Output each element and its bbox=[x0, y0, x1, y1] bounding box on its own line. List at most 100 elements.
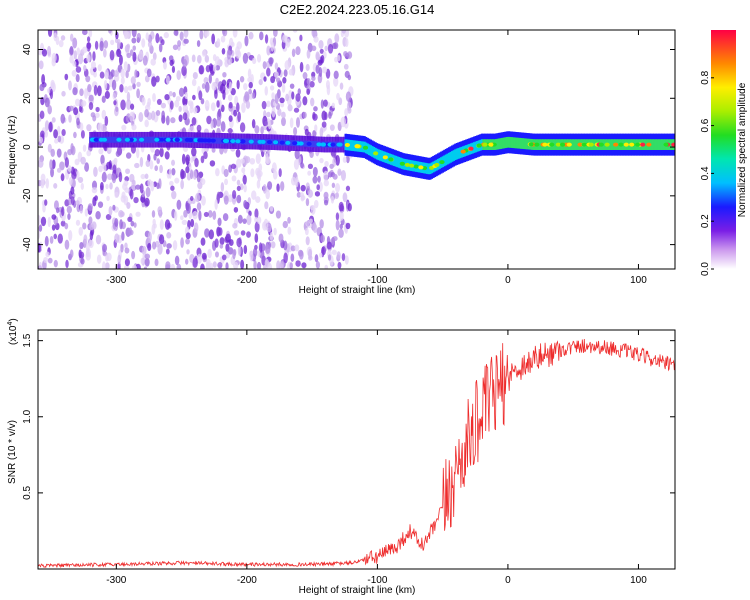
ridge-core bbox=[515, 137, 518, 149]
ridge-hotspot bbox=[330, 142, 336, 147]
noise-speck bbox=[280, 101, 285, 108]
noise-speck bbox=[347, 51, 353, 59]
ridge-core bbox=[610, 139, 614, 150]
ridge-core bbox=[446, 153, 449, 165]
noise-speck bbox=[284, 60, 291, 71]
noise-speck bbox=[70, 196, 75, 206]
noise-speck bbox=[77, 176, 84, 184]
ridge-hotspot bbox=[188, 137, 194, 142]
noise-speck bbox=[319, 127, 324, 138]
colorbar-label: Normalized spectral amplitude bbox=[737, 82, 748, 217]
noise-speck bbox=[51, 117, 56, 123]
noise-speck bbox=[47, 30, 53, 38]
noise-speck bbox=[294, 149, 300, 160]
noise-speck bbox=[159, 164, 163, 174]
noise-speck bbox=[144, 75, 150, 83]
noise-speck bbox=[87, 83, 92, 93]
noise-speck bbox=[125, 70, 129, 79]
ridge-hotspot bbox=[476, 143, 482, 148]
ridge-hotspot bbox=[98, 137, 104, 142]
noise-speck bbox=[245, 100, 251, 109]
noise-speck bbox=[232, 261, 239, 269]
noise-speck bbox=[264, 120, 269, 126]
noise-speck bbox=[145, 32, 149, 41]
noise-speck bbox=[57, 125, 61, 136]
noise-speck bbox=[64, 157, 69, 168]
noise-speck bbox=[126, 52, 132, 59]
noise-speck bbox=[74, 158, 80, 166]
ridge-core bbox=[147, 136, 150, 143]
noise-speck bbox=[111, 79, 117, 91]
noise-speck bbox=[71, 69, 77, 77]
noise-speck bbox=[156, 182, 160, 190]
ridge-hotspot bbox=[618, 142, 624, 147]
ridge-core bbox=[112, 136, 116, 143]
noise-speck bbox=[55, 207, 60, 214]
ridge-core bbox=[609, 139, 612, 150]
noise-speck bbox=[68, 230, 73, 241]
noise-speck bbox=[110, 39, 115, 46]
noise-speck bbox=[223, 168, 229, 178]
noise-speck bbox=[258, 79, 263, 86]
ridge-core bbox=[247, 138, 250, 145]
noise-speck bbox=[197, 54, 202, 64]
noise-speck bbox=[243, 199, 248, 209]
noise-speck bbox=[307, 170, 312, 176]
noise-speck bbox=[49, 159, 53, 170]
noise-speck bbox=[244, 91, 250, 103]
noise-speck bbox=[338, 201, 344, 212]
noise-speck bbox=[163, 32, 169, 39]
noise-speck bbox=[215, 117, 222, 127]
noise-speck bbox=[146, 68, 152, 78]
noise-speck bbox=[203, 151, 208, 160]
noise-speck bbox=[215, 168, 220, 177]
ridge-hotspot bbox=[542, 142, 548, 147]
ridge-core bbox=[144, 136, 147, 143]
noise-speck bbox=[121, 231, 125, 241]
noise-speck bbox=[160, 102, 167, 109]
noise-speck bbox=[49, 236, 54, 244]
noise-speck bbox=[287, 226, 292, 235]
noise-speck bbox=[158, 210, 163, 219]
ridge-hotspot bbox=[408, 163, 415, 168]
ridge-hotspot bbox=[337, 142, 343, 147]
noise-speck bbox=[275, 210, 282, 219]
ridge-hotspot bbox=[468, 146, 474, 151]
noise-speck bbox=[274, 93, 279, 104]
noise-speck bbox=[44, 97, 50, 108]
ridge-core bbox=[289, 140, 293, 146]
ridge-hotspot bbox=[439, 160, 445, 165]
noise-speck bbox=[333, 70, 339, 79]
noise-speck bbox=[320, 99, 324, 109]
noise-speck bbox=[39, 110, 45, 120]
noise-speck bbox=[274, 62, 279, 70]
ridge-hotspot bbox=[165, 137, 171, 142]
noise-speck bbox=[105, 183, 109, 190]
noise-speck bbox=[307, 248, 313, 259]
noise-speck bbox=[64, 239, 70, 250]
noise-speck bbox=[269, 231, 274, 242]
ridge-core bbox=[111, 136, 114, 143]
noise-speck bbox=[84, 208, 89, 217]
ridge-hotspot bbox=[306, 141, 312, 146]
ridge-hotspot bbox=[549, 142, 555, 147]
noise-speck bbox=[130, 103, 135, 110]
ridge-core bbox=[255, 138, 258, 145]
noise-speckle-layer bbox=[38, 30, 354, 269]
snr-x-tick-label: 0 bbox=[505, 575, 511, 586]
colorbar-gradient bbox=[711, 30, 736, 269]
noise-speck bbox=[326, 84, 331, 96]
noise-speck bbox=[306, 88, 311, 95]
noise-speck bbox=[219, 83, 226, 94]
noise-speck bbox=[145, 186, 151, 198]
noise-speck bbox=[114, 217, 119, 227]
ridge-core bbox=[311, 141, 315, 147]
noise-speck bbox=[88, 94, 94, 102]
noise-speck bbox=[305, 198, 310, 207]
noise-speck bbox=[86, 36, 91, 43]
noise-speck bbox=[123, 180, 129, 187]
noise-speck bbox=[147, 41, 153, 48]
ridge-core bbox=[443, 155, 446, 167]
noise-speck bbox=[204, 55, 210, 63]
noise-speck bbox=[82, 222, 87, 230]
